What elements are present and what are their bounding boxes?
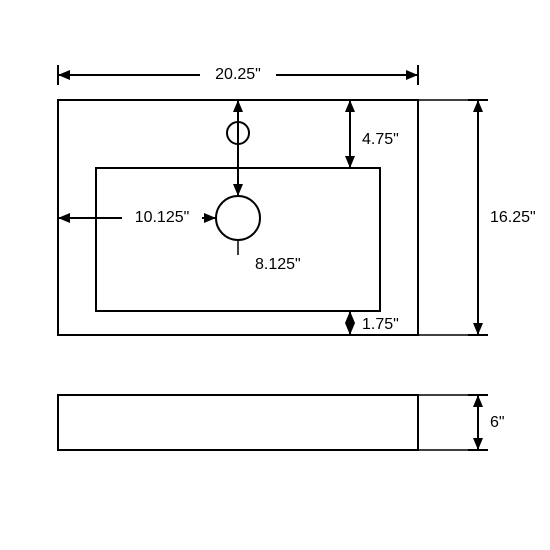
sink-dimension-diagram: 20.25" 16.25" 6" 4.75" 1.75" 10.125" 8.125" <box>0 0 550 550</box>
dim-drain-from-top: 8.125" <box>255 256 301 273</box>
dim-overall-width: 20.25" <box>215 66 261 83</box>
dim-faucet-to-top: 4.75" <box>362 131 399 148</box>
drain-hole-circle <box>216 196 260 240</box>
dim-basin-to-bottom: 1.75" <box>362 316 399 333</box>
dim-side-height: 6" <box>490 414 505 431</box>
dim-overall-height: 16.25" <box>490 209 536 226</box>
side-view-rect <box>58 395 418 450</box>
dim-half-width: 10.125" <box>135 209 190 226</box>
